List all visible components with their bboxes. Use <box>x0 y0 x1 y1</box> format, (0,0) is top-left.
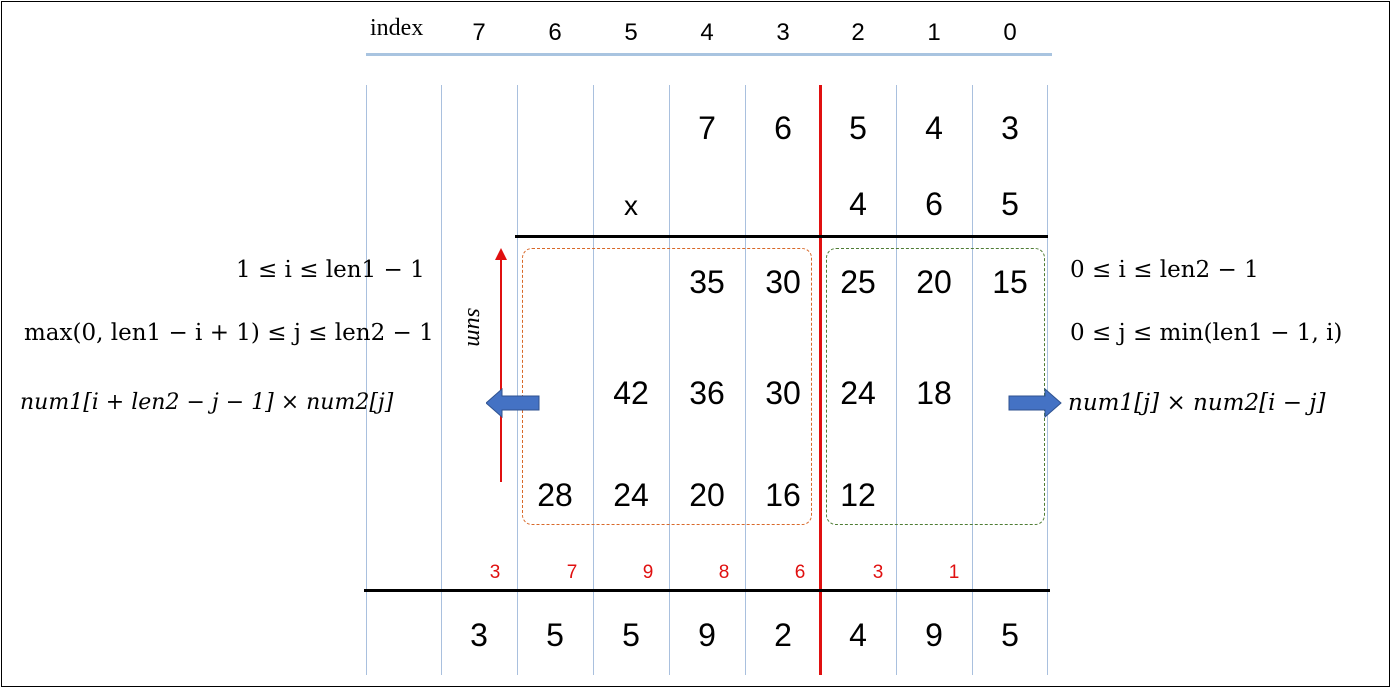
num1-digit: 4 <box>925 110 943 146</box>
right-product-box <box>826 248 1045 525</box>
index-cell: 1 <box>927 19 941 46</box>
grid-line <box>745 85 746 675</box>
num2-digit: 4 <box>849 186 867 222</box>
multiplication-line <box>515 235 1048 238</box>
product-cell: 24 <box>613 477 649 513</box>
sum-arrow-head <box>495 248 507 260</box>
right-block-arrow <box>1008 388 1062 418</box>
result-digit: 5 <box>1001 617 1019 653</box>
product-cell: 30 <box>765 375 801 411</box>
left-product-box <box>522 248 812 525</box>
product-cell: 18 <box>916 375 952 411</box>
num1-digit: 6 <box>774 110 792 146</box>
grid-line <box>441 85 442 675</box>
carry-digit: 6 <box>794 562 806 583</box>
divider-line <box>819 85 822 675</box>
product-cell: 16 <box>765 477 801 513</box>
carry-digit: 8 <box>718 562 730 583</box>
grid-line <box>972 85 973 675</box>
grid-line <box>517 85 518 675</box>
result-digit: 5 <box>622 617 640 653</box>
product-cell: 28 <box>537 477 573 513</box>
product-cell: 15 <box>992 264 1028 300</box>
sum-label: sum <box>462 308 488 347</box>
product-cell: 30 <box>765 264 801 300</box>
right-formula: num1[j] × num2[i − j] <box>1068 390 1326 416</box>
grid-line <box>1047 85 1048 675</box>
result-digit: 2 <box>774 617 792 653</box>
product-cell: 20 <box>916 264 952 300</box>
num2-digit: 5 <box>1001 186 1019 222</box>
left-formula: num1[i + len2 − j − 1] × num2[j] <box>20 390 394 415</box>
result-digit: 5 <box>546 617 564 653</box>
left-block-arrow <box>486 388 540 418</box>
product-cell: 36 <box>689 375 725 411</box>
num1-digit: 3 <box>1001 110 1019 146</box>
index-cell: 3 <box>776 19 790 46</box>
grid-line <box>366 85 367 675</box>
carry-digit: 3 <box>489 562 501 583</box>
result-digit: 4 <box>849 617 867 653</box>
index-cell: 0 <box>1003 19 1017 46</box>
index-cell: 5 <box>624 19 638 46</box>
index-cell: 2 <box>851 19 865 46</box>
product-cell: 12 <box>840 477 876 513</box>
carry-digit: 3 <box>872 562 884 583</box>
product-cell: 24 <box>840 375 876 411</box>
carry-digit: 7 <box>566 562 578 583</box>
index-cell: 4 <box>700 19 714 46</box>
result-digit: 9 <box>925 617 943 653</box>
left-j-range: max(0, len1 − i + 1) ≤ j ≤ len2 − 1 <box>24 320 434 346</box>
carry-digit: 9 <box>642 562 654 583</box>
result-digit: 3 <box>470 617 488 653</box>
index-cell: 6 <box>548 19 562 46</box>
carry-digit: 1 <box>948 562 960 583</box>
index-underline <box>366 53 1052 56</box>
product-cell: 25 <box>840 264 876 300</box>
num1-digit: 7 <box>698 110 716 146</box>
multiply-sign: x <box>624 190 638 221</box>
grid-line <box>896 85 897 675</box>
sum-arrow-shaft <box>500 252 502 482</box>
num1-digit: 5 <box>849 110 867 146</box>
product-cell: 20 <box>689 477 725 513</box>
result-digit: 9 <box>698 617 716 653</box>
product-cell: 35 <box>689 264 725 300</box>
grid-line <box>669 85 670 675</box>
grid-line <box>593 85 594 675</box>
right-i-range: 0 ≤ i ≤ len2 − 1 <box>1070 257 1259 283</box>
num2-digit: 6 <box>925 186 943 222</box>
right-j-range: 0 ≤ j ≤ min(len1 − 1, i) <box>1070 320 1343 346</box>
index-label: index <box>370 15 424 41</box>
result-line <box>364 589 1050 592</box>
product-cell: 42 <box>613 375 649 411</box>
left-i-range: 1 ≤ i ≤ len1 − 1 <box>236 257 425 283</box>
index-cell: 7 <box>472 19 486 46</box>
